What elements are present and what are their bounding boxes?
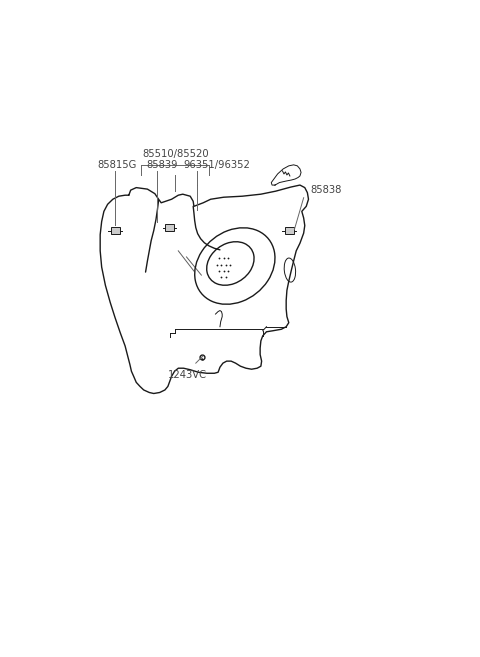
Bar (110, 227, 120, 235)
Text: 85510/85520: 85510/85520 (142, 148, 209, 159)
Bar (285, 227, 294, 235)
Bar (165, 224, 174, 231)
Text: 85815G: 85815G (97, 160, 137, 170)
Text: 85839: 85839 (146, 160, 178, 170)
Text: 1243VC: 1243VC (168, 371, 207, 380)
Text: 96351/96352: 96351/96352 (183, 160, 251, 170)
Text: 85838: 85838 (310, 185, 341, 195)
